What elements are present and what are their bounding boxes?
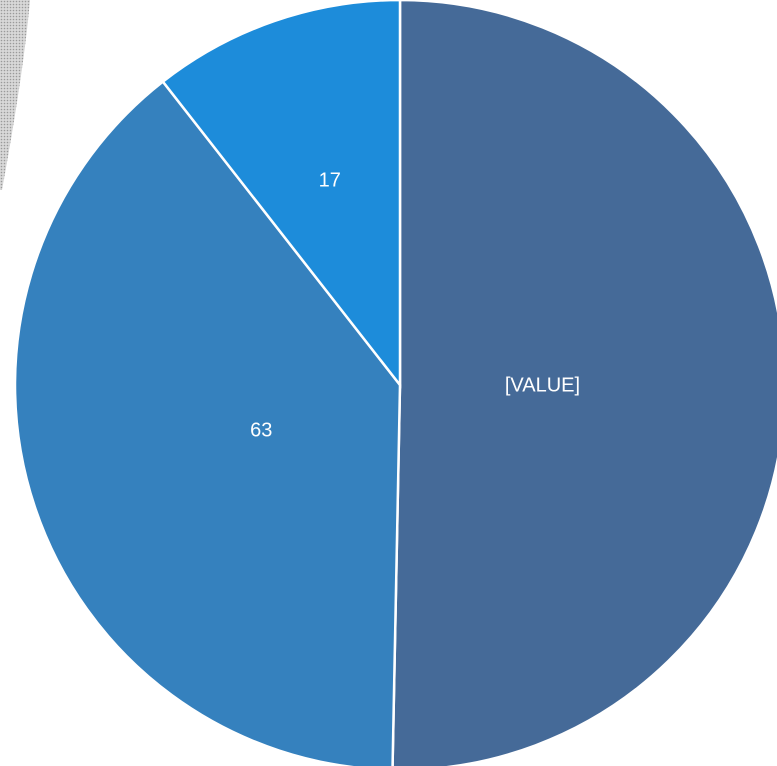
pie-slice	[391, 0, 777, 766]
slice-data-label: [VALUE]	[505, 375, 580, 397]
pie-slice	[13, 79, 402, 766]
pie-data-labels: [VALUE] 63 17	[250, 169, 580, 441]
pie-slice	[161, 0, 402, 389]
pie-slices	[13, 0, 777, 766]
slice-data-label: 63	[250, 420, 272, 442]
slice-data-label: 17	[319, 169, 341, 191]
scan-shadow-edge	[0, 0, 30, 190]
